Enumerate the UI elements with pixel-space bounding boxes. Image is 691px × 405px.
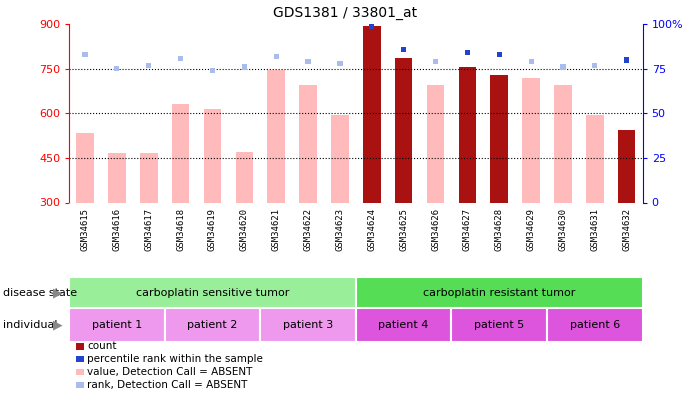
Point: [493, 51, 504, 58]
Text: GSM34622: GSM34622: [303, 209, 312, 252]
Text: GSM34619: GSM34619: [208, 209, 217, 252]
Bar: [491, 75, 508, 202]
Point: [334, 60, 346, 67]
Point: [462, 49, 473, 56]
Text: GSM34626: GSM34626: [431, 209, 440, 252]
Text: ▶: ▶: [53, 318, 62, 332]
Text: GSM34631: GSM34631: [590, 209, 599, 252]
Point: [271, 53, 282, 60]
Bar: [451, 308, 547, 342]
Bar: [172, 104, 189, 202]
Point: [558, 64, 569, 70]
Text: GSM34627: GSM34627: [463, 209, 472, 252]
Point: [621, 57, 632, 63]
Bar: [459, 67, 476, 202]
Bar: [586, 115, 604, 202]
Bar: [164, 308, 261, 342]
Text: patient 2: patient 2: [187, 320, 238, 330]
Text: patient 1: patient 1: [92, 320, 142, 330]
Bar: [522, 78, 540, 202]
Text: GSM34632: GSM34632: [622, 209, 631, 252]
Bar: [356, 308, 451, 342]
Text: GSM34630: GSM34630: [558, 209, 567, 252]
Text: GSM34623: GSM34623: [335, 209, 344, 252]
Text: GSM34618: GSM34618: [176, 209, 185, 252]
Point: [589, 62, 600, 68]
Bar: [547, 308, 643, 342]
Bar: [108, 153, 126, 202]
Bar: [331, 115, 349, 202]
Bar: [261, 308, 356, 342]
Text: GSM34624: GSM34624: [368, 209, 377, 252]
Bar: [140, 153, 158, 202]
Text: GDS1381 / 33801_at: GDS1381 / 33801_at: [274, 6, 417, 20]
Point: [398, 46, 409, 53]
Text: patient 3: patient 3: [283, 320, 333, 330]
Point: [526, 58, 537, 65]
Bar: [363, 26, 381, 202]
Text: GSM34625: GSM34625: [399, 209, 408, 252]
Bar: [204, 109, 221, 202]
Bar: [356, 277, 643, 308]
Bar: [618, 130, 636, 202]
Text: ▶: ▶: [53, 286, 62, 299]
Text: count: count: [87, 341, 117, 351]
Point: [366, 23, 377, 29]
Text: percentile rank within the sample: percentile rank within the sample: [87, 354, 263, 364]
Text: GSM34615: GSM34615: [81, 209, 90, 252]
Point: [207, 67, 218, 74]
Bar: [427, 85, 444, 202]
Text: GSM34628: GSM34628: [495, 209, 504, 252]
Bar: [395, 58, 413, 202]
Text: patient 6: patient 6: [569, 320, 620, 330]
Text: individual: individual: [3, 320, 58, 330]
Text: rank, Detection Call = ABSENT: rank, Detection Call = ABSENT: [87, 380, 247, 390]
Text: carboplatin sensitive tumor: carboplatin sensitive tumor: [136, 288, 289, 298]
Point: [143, 62, 154, 68]
Text: carboplatin resistant tumor: carboplatin resistant tumor: [423, 288, 576, 298]
Bar: [299, 85, 317, 202]
Point: [430, 58, 441, 65]
Bar: [267, 70, 285, 202]
Bar: [236, 152, 253, 202]
Point: [111, 66, 122, 72]
Text: GSM34629: GSM34629: [527, 209, 536, 252]
Bar: [69, 308, 164, 342]
Text: disease state: disease state: [3, 288, 77, 298]
Text: patient 5: patient 5: [474, 320, 524, 330]
Point: [175, 55, 186, 62]
Bar: [554, 85, 571, 202]
Text: patient 4: patient 4: [379, 320, 429, 330]
Bar: [69, 277, 356, 308]
Text: GSM34616: GSM34616: [113, 209, 122, 252]
Text: GSM34620: GSM34620: [240, 209, 249, 252]
Bar: [76, 133, 94, 202]
Point: [303, 58, 314, 65]
Text: GSM34617: GSM34617: [144, 209, 153, 252]
Point: [79, 51, 91, 58]
Text: value, Detection Call = ABSENT: value, Detection Call = ABSENT: [87, 367, 252, 377]
Point: [239, 64, 250, 70]
Text: GSM34621: GSM34621: [272, 209, 281, 252]
